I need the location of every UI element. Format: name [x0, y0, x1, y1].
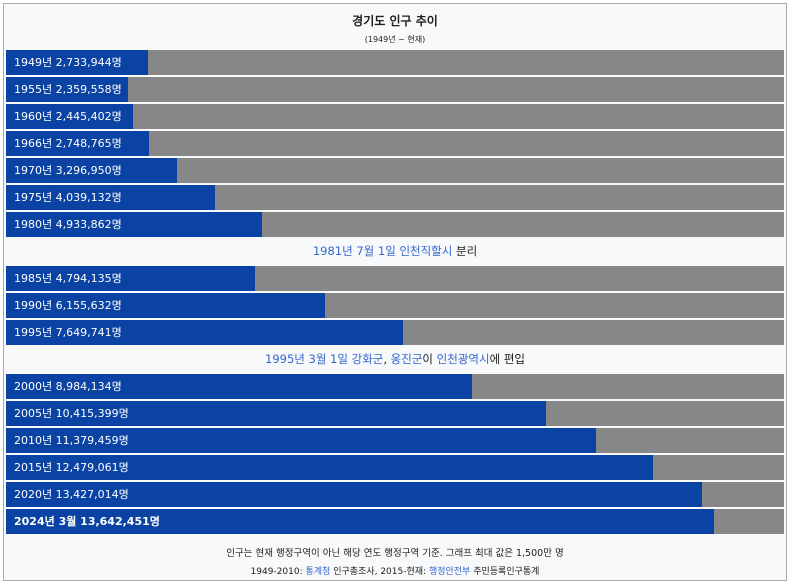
bar [6, 401, 546, 426]
bar-label: 2020년 13,427,014명 [14, 488, 129, 501]
bar-label: 1975년 4,039,132명 [14, 191, 122, 204]
annotation-link[interactable]: 옹진군 [390, 352, 423, 366]
bar-label: 1985년 4,794,135명 [14, 272, 122, 285]
chart-frame: 경기도 인구 추이 (1949년 ~ 현재) 1949년 2,733,944명 1… [3, 3, 787, 581]
footer-note: 인구는 현재 행정구역이 아닌 해당 연도 행정구역 기준. 그래프 최대 값은… [226, 548, 564, 559]
bar-row: 2010년 11,379,459명 [6, 428, 784, 453]
annotation-link[interactable]: 인천직할시 [399, 244, 453, 258]
source-link[interactable]: 통계청 [305, 567, 331, 577]
bar-row: 1949년 2,733,944명 [6, 50, 784, 75]
bar-row: 2005년 10,415,399명 [6, 401, 784, 426]
bar-label: 2010년 11,379,459명 [14, 434, 129, 447]
bar-row: 1966년 2,748,765명 [6, 131, 784, 156]
source-link[interactable]: 행정안전부 [428, 567, 471, 577]
bar [6, 77, 128, 102]
annotation-text: 분리 [452, 244, 478, 258]
bar-label: 2024년 3월 13,642,451명 [14, 515, 160, 528]
bar-label: 1955년 2,359,558명 [14, 83, 122, 96]
annotation-link[interactable]: 강화군 [351, 352, 384, 366]
bar [6, 320, 403, 345]
source-text: 인구총조사, 2015-현재: [330, 567, 429, 577]
source-text: 주민등록인구통계 [470, 567, 540, 577]
bar [6, 131, 149, 156]
bar-label: 1949년 2,733,944명 [14, 56, 122, 69]
bar-label: 1966년 2,748,765명 [14, 137, 122, 150]
bar [6, 50, 148, 75]
bar [6, 374, 472, 399]
bar [6, 266, 255, 291]
source-text: 1949-2010: [250, 567, 306, 577]
bar-label: 1970년 3,296,950명 [14, 164, 122, 177]
chart-subtitle: (1949년 ~ 현재) [364, 35, 426, 44]
bar-label: 1990년 6,155,632명 [14, 299, 122, 312]
chart-title: 경기도 인구 추이 [352, 14, 438, 28]
bar-row: 1985년 4,794,135명 [6, 266, 784, 291]
bar [6, 158, 177, 183]
bar [6, 482, 702, 507]
bar [6, 293, 325, 318]
bar [6, 509, 714, 534]
bar [6, 455, 653, 480]
footer-source: 1949-2010: 통계청 인구총조사, 2015-현재: 행정안전부 주민등… [4, 564, 786, 577]
bar-row: 1980년 4,933,862명 [6, 212, 784, 237]
bar-label: 1995년 7,649,741명 [14, 326, 122, 339]
bar [6, 104, 133, 129]
bar-label: 2015년 12,479,061명 [14, 461, 129, 474]
bar-row: 1995년 7,649,741명 [6, 320, 784, 345]
bar [6, 212, 262, 237]
annotation-link[interactable]: 인천광역시 [436, 352, 490, 366]
bar-row: 1975년 4,039,132명 [6, 185, 784, 210]
annotation-text: , [383, 352, 391, 366]
bar-row: 1990년 6,155,632명 [6, 293, 784, 318]
annotation-row: 1981년 7월 1일 인천직할시 분리 [6, 239, 784, 264]
annotation-text: 에 편입 [489, 352, 525, 366]
annotation-link[interactable]: 1981년 7월 1일 [312, 244, 400, 258]
bar-row: 2024년 3월 13,642,451명 [6, 509, 784, 534]
annotation-link[interactable]: 1995년 3월 1일 [265, 352, 352, 366]
bar [6, 428, 596, 453]
bar-row: 2015년 12,479,061명 [6, 455, 784, 480]
bar-row: 2020년 13,427,014명 [6, 482, 784, 507]
bar-row: 1955년 2,359,558명 [6, 77, 784, 102]
annotation-text: 이 [422, 352, 437, 366]
bar [6, 185, 215, 210]
bar-label: 1960년 2,445,402명 [14, 110, 122, 123]
annotation-row: 1995년 3월 1일 강화군, 옹진군이 인천광역시에 편입 [6, 347, 784, 372]
bar-row: 1970년 3,296,950명 [6, 158, 784, 183]
bar-label: 2000년 8,984,134명 [14, 380, 122, 393]
bar-row: 2000년 8,984,134명 [6, 374, 784, 399]
bar-label: 1980년 4,933,862명 [14, 218, 122, 231]
bar-row: 1960년 2,445,402명 [6, 104, 784, 129]
bar-label: 2005년 10,415,399명 [14, 407, 129, 420]
